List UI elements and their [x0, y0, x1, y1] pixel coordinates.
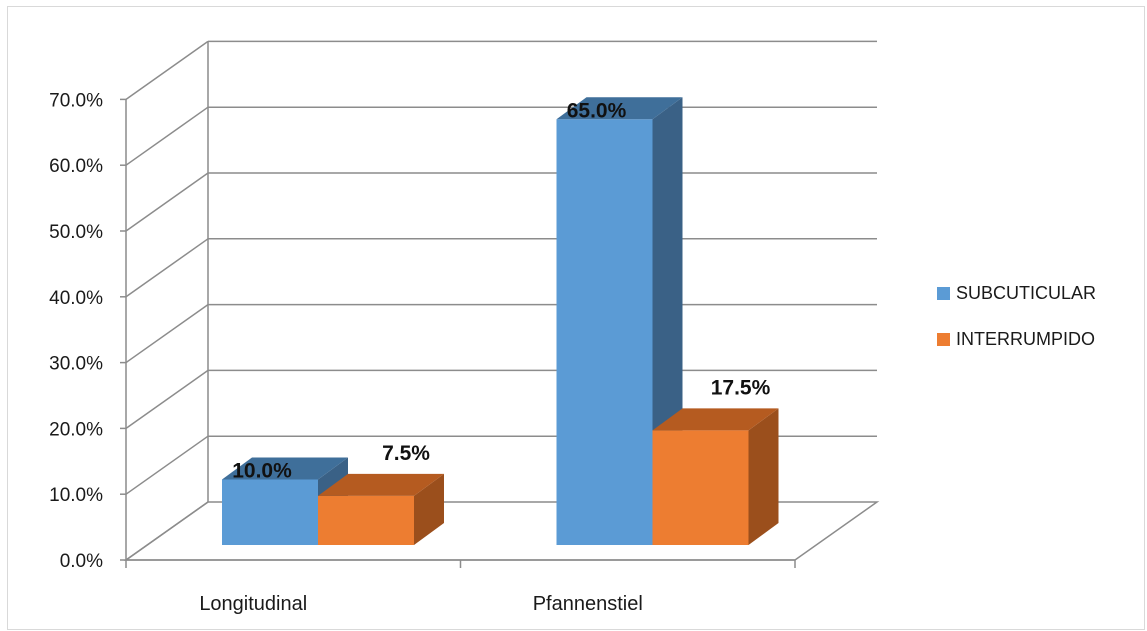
data-label: 7.5%: [382, 442, 430, 465]
gridlines: [125, 40, 877, 561]
y-axis-ticks: 0.0% 10.0% 20.0% 30.0% 40.0% 50.0% 60.0% 70.0%: [49, 90, 103, 572]
legend-label: INTERRUMPIDO: [956, 329, 1095, 349]
gridline-side: [125, 369, 209, 430]
y-tick-label: 10.0%: [49, 485, 103, 506]
gridline-side: [125, 303, 209, 364]
bar-front: [652, 430, 749, 545]
y-tick-label: 50.0%: [49, 222, 103, 243]
bar-side: [748, 408, 779, 545]
y-tick-label: 70.0%: [49, 90, 103, 111]
axes: [120, 98, 796, 568]
bar-top: [222, 457, 348, 480]
gridline-side: [125, 435, 209, 495]
legend-swatch: [937, 333, 950, 346]
data-label: 65.0%: [567, 99, 627, 122]
bar-top: [556, 97, 683, 120]
x-category-label: Pfannenstiel: [533, 593, 643, 615]
legend-swatch: [937, 287, 950, 300]
bar-side: [414, 473, 444, 545]
y-tick-label: 20.0%: [49, 419, 103, 440]
gridline-side: [125, 106, 209, 166]
y-tick-label: 30.0%: [49, 354, 103, 375]
gridline-side: [125, 238, 209, 298]
data-label: 17.5%: [711, 376, 771, 399]
bar-subcuticular-pfannenstiel: [556, 97, 683, 545]
data-labels: 10.0% 7.5% 65.0% 17.5%: [232, 99, 770, 482]
legend-label: SUBCUTICULAR: [956, 283, 1096, 303]
gridline-side: [125, 501, 209, 561]
y-tick-label: 40.0%: [49, 288, 103, 309]
bar-interrumpido-pfannenstiel: [652, 408, 779, 545]
bar-front: [222, 479, 318, 545]
bar-interrumpido-longitudinal: [318, 473, 444, 545]
data-label: 10.0%: [232, 460, 292, 483]
x-axis-categories: Longitudinal Pfannenstiel: [199, 593, 642, 615]
x-category-label: Longitudinal: [199, 593, 307, 615]
bar-front: [556, 119, 653, 545]
bar-top: [318, 473, 444, 496]
bar-front: [318, 495, 414, 545]
gridline-side: [125, 40, 209, 101]
y-tick-label: 60.0%: [49, 156, 103, 177]
bars: [222, 97, 779, 545]
gridline-side: [125, 172, 209, 232]
y-tick-label: 0.0%: [60, 551, 103, 572]
legend: SUBCUTICULAR INTERRUMPIDO: [937, 283, 1096, 349]
bar-top: [652, 408, 779, 431]
